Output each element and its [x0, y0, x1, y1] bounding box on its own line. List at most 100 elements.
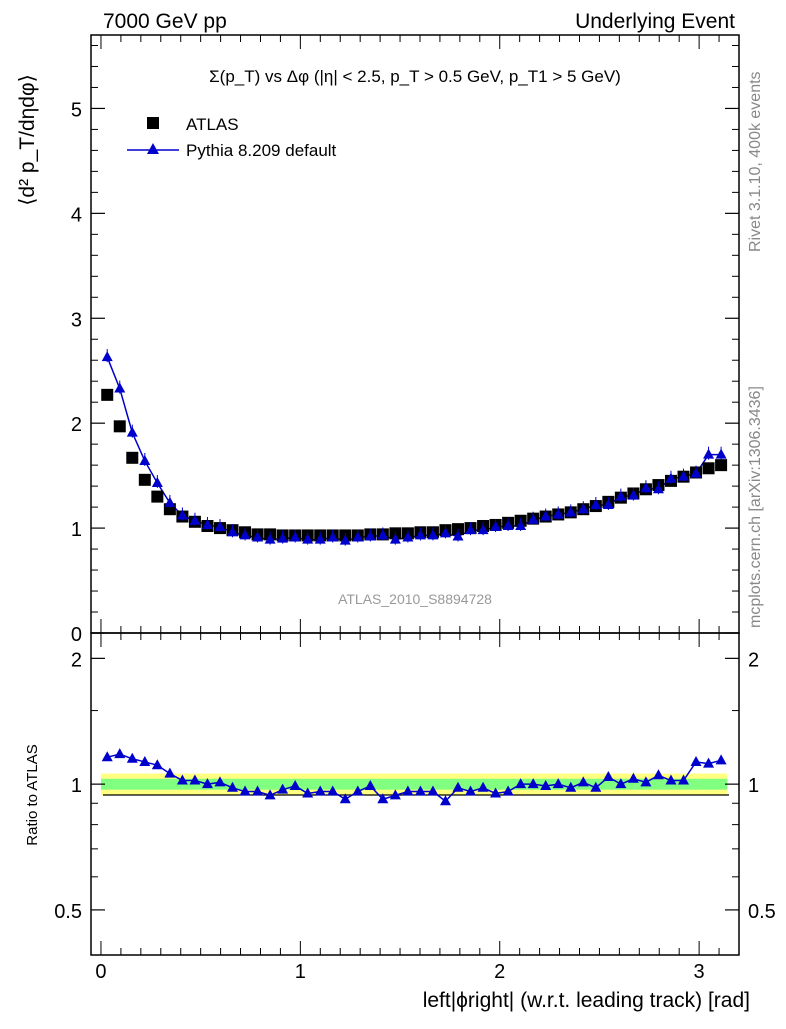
ratio-point: [515, 778, 527, 789]
atlas-point: [138, 473, 151, 486]
pythia-point: [703, 448, 715, 459]
pythia-point: [151, 476, 163, 487]
pythia-point: [439, 527, 451, 538]
main-y-tick-labels: 0 1 2 3 4 5: [71, 99, 82, 646]
ratio-point: [201, 778, 213, 789]
ratio-point: [490, 787, 502, 798]
ratio-point: [239, 785, 251, 796]
ratio-point: [640, 776, 652, 787]
ratio-point: [665, 774, 677, 785]
legend: ATLAS Pythia 8.209 default: [127, 115, 337, 160]
pythia-point: [277, 532, 289, 543]
ratio-point: [427, 785, 439, 796]
pythia-point: [602, 499, 614, 510]
ratio-ytick-label: 0.5: [54, 901, 82, 923]
ratio-point: [652, 769, 664, 780]
pythia-point: [465, 524, 477, 535]
xtick-label: 3: [694, 961, 705, 983]
ratio-panel: 0.5 0.5 1 1 2 2 0 1 2 3 Ratio to ATLAS left|ϕrig…: [24, 632, 776, 1012]
mcplots-label: mcplots.cern.ch [arXiv:1306.3436]: [747, 386, 764, 628]
watermark: ATLAS_2010_S8894728: [338, 591, 492, 607]
ratio-point: [176, 774, 188, 785]
ratio-point: [477, 781, 489, 792]
pythia-point: [477, 524, 489, 535]
pythia-point: [515, 519, 527, 530]
pythia-point: [640, 482, 652, 493]
ratio-ytick-label: 1: [71, 775, 82, 797]
ratio-point: [414, 785, 426, 796]
ratio-ytick-label: 2: [71, 649, 82, 671]
main-axis-ticks: [91, 35, 739, 634]
pythia-point: [252, 531, 264, 542]
ratio-point: [189, 774, 201, 785]
ratio-point: [151, 759, 163, 770]
ratio-ytick-label-right: 0.5: [748, 901, 776, 923]
ratio-point: [552, 778, 564, 789]
ratio-point: [277, 783, 289, 794]
pythia-point: [214, 521, 226, 532]
ratio-frame: [90, 632, 740, 956]
pythia-point: [302, 533, 314, 544]
ratio-point: [439, 795, 451, 806]
pythia-point: [590, 499, 602, 510]
header-left: 7000 GeV pp: [103, 10, 227, 33]
ratio-y-tick-labels: 0.5 0.5 1 1 2 2: [54, 649, 776, 923]
main-ytick-label: 0: [71, 624, 82, 646]
pythia-point: [126, 426, 138, 437]
atlas-point: [715, 459, 728, 472]
pythia-point: [201, 518, 213, 529]
atlas-point: [113, 420, 126, 433]
ratio-point: [602, 771, 614, 782]
pythia-point: [339, 534, 351, 545]
pythia-point: [352, 531, 364, 542]
pythia-point: [527, 513, 539, 524]
ratio-point: [615, 778, 627, 789]
ratio-point: [590, 781, 602, 792]
ratio-point: [352, 785, 364, 796]
pythia-point: [239, 529, 251, 540]
main-ytick-label: 3: [71, 309, 82, 331]
header-right: Underlying Event: [575, 10, 735, 33]
pythia-point: [665, 472, 677, 483]
main-ytick-label: 5: [71, 99, 82, 121]
ratio-point: [703, 757, 715, 768]
pythia-point: [101, 351, 113, 362]
ratio-point: [502, 785, 514, 796]
ratio-point: [577, 776, 589, 787]
xtick-label: 1: [295, 961, 306, 983]
xtick-label: 2: [494, 961, 505, 983]
atlas-point: [151, 490, 164, 503]
pythia-line: [106, 356, 722, 542]
pythia-point: [227, 526, 239, 537]
pythia-point: [615, 490, 627, 501]
ratio-point: [627, 772, 639, 783]
pythia-point: [114, 382, 126, 393]
pythia-point: [414, 529, 426, 540]
pythia-point: [264, 533, 276, 544]
pythia-point: [552, 508, 564, 519]
ratio-point: [164, 767, 176, 778]
ratio-point: [289, 779, 301, 790]
ratio-point: [139, 755, 151, 766]
pythia-point: [627, 489, 639, 500]
ratio-point: [452, 781, 464, 792]
x-axis-label: left|ϕright| (w.r.t. leading track) [rad…: [423, 989, 750, 1012]
ratio-point: [339, 793, 351, 804]
atlas-point: [101, 388, 114, 401]
main-ylabel: ⟨d² p_T/dηdφ⟩: [16, 74, 39, 206]
ratio-point: [678, 774, 690, 785]
pythia-point: [402, 531, 414, 542]
pythia-point: [389, 533, 401, 544]
ratio-point: [114, 748, 126, 759]
ratio-point: [302, 787, 314, 798]
pythia-point: [652, 483, 664, 494]
ratio-point: [389, 789, 401, 800]
pythia-point: [577, 503, 589, 514]
atlas-point: [163, 503, 176, 516]
ratio-point: [314, 785, 326, 796]
legend-label-atlas: ATLAS: [186, 115, 239, 134]
ratio-point: [465, 785, 477, 796]
atlas-point: [126, 451, 139, 464]
pythia-point: [176, 509, 188, 520]
